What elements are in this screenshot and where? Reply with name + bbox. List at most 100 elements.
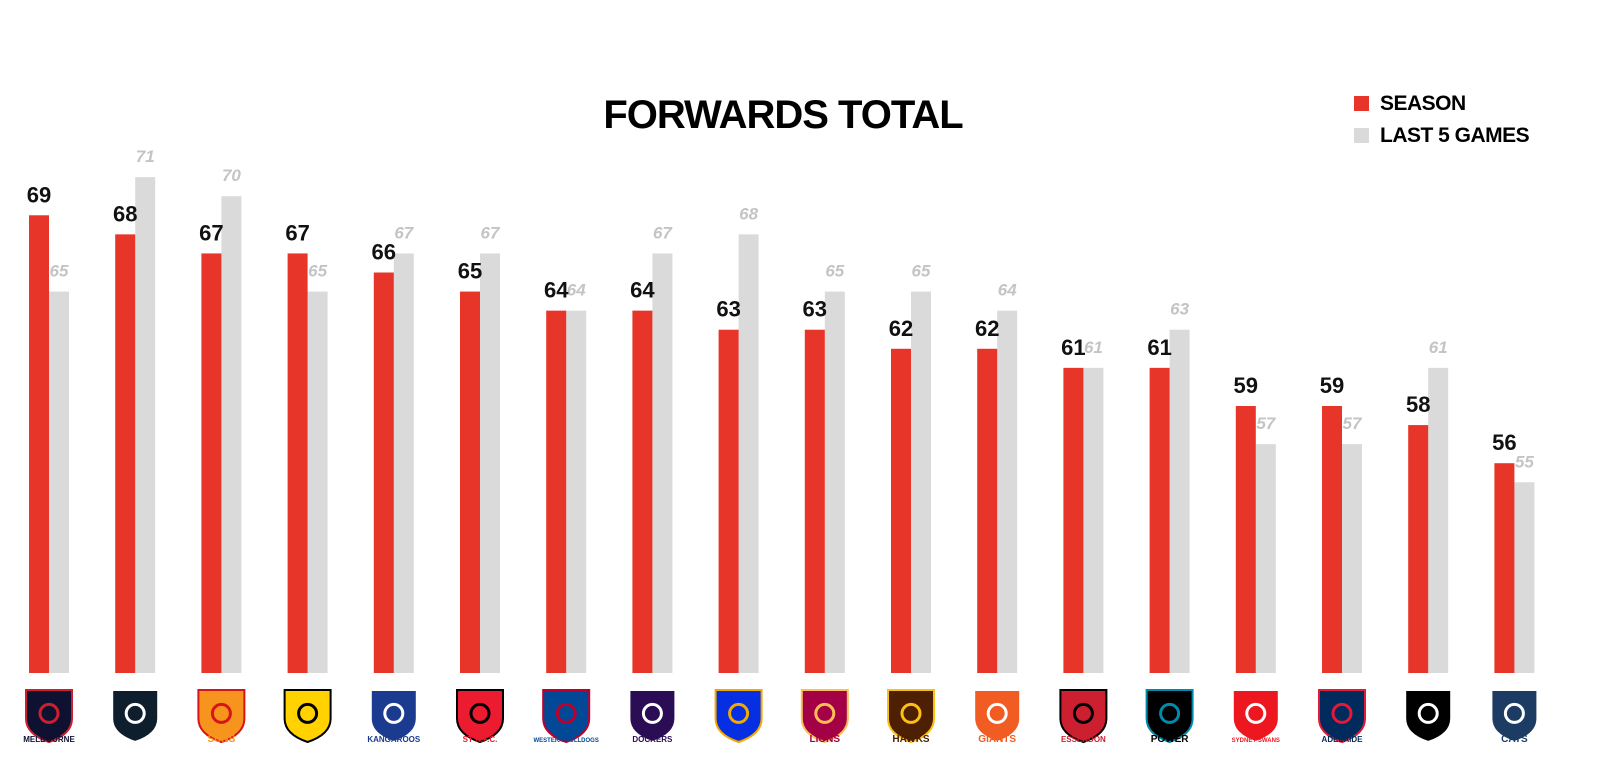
chart-title: FORWARDS TOTAL — [603, 93, 963, 137]
data-label-season: 67 — [285, 220, 309, 245]
richmond-logo-icon — [283, 689, 332, 744]
data-label-last5: 64 — [998, 281, 1017, 300]
logo-caption: ADELAIDE — [1322, 735, 1364, 744]
bar-last5 — [221, 196, 242, 673]
essendon-logo-icon — [1059, 689, 1108, 744]
bars-layer — [29, 177, 1535, 674]
bar-season — [1494, 463, 1515, 673]
data-label-last5: 65 — [50, 262, 69, 281]
brisbane-lions-logo-icon — [800, 689, 849, 744]
kangaroos-logo-icon — [369, 689, 418, 744]
bar-season — [29, 215, 49, 674]
data-label-season: 62 — [889, 316, 913, 341]
port-adelaide-logo-icon — [1145, 689, 1194, 744]
bar-last5 — [824, 291, 845, 673]
data-label-season: 58 — [1406, 392, 1430, 417]
bar-season — [115, 234, 136, 673]
data-label-last5: 63 — [1170, 300, 1189, 319]
legend-label-last5: LAST 5 GAMES — [1380, 124, 1530, 147]
bar-last5 — [1083, 367, 1104, 673]
data-label-season: 64 — [630, 278, 655, 303]
data-label-last5: 61 — [1084, 338, 1103, 357]
data-label-season: 59 — [1234, 373, 1258, 398]
western-bulldogs-logo-icon — [542, 689, 591, 744]
data-label-last5: 57 — [1256, 414, 1276, 433]
bar-season — [373, 272, 394, 673]
bar-last5 — [997, 310, 1018, 673]
data-label-season: 56 — [1492, 430, 1516, 455]
bar-last5 — [738, 234, 759, 673]
carlton-logo-icon — [111, 689, 160, 744]
melbourne-logo-icon — [25, 689, 73, 744]
sydney-swans-logo-icon — [1231, 689, 1280, 744]
bar-season — [977, 348, 998, 673]
bar-last5 — [307, 291, 328, 673]
bar-season — [1235, 406, 1256, 673]
gold-coast-logo-icon — [197, 689, 246, 744]
bar-last5 — [911, 291, 931, 673]
bar-last5 — [1428, 367, 1449, 673]
bar-last5 — [1169, 329, 1190, 673]
bar-last5 — [652, 253, 673, 673]
bar-season — [1149, 367, 1170, 673]
bar-season — [891, 348, 911, 673]
data-label-season: 61 — [1147, 335, 1171, 360]
bar-season — [201, 253, 222, 673]
adelaide-crows-logo-icon — [1318, 689, 1366, 744]
data-label-last5: 67 — [653, 223, 673, 242]
legend-label-season: SEASON — [1380, 92, 1466, 115]
data-label-last5: 65 — [912, 262, 931, 281]
bar-last5 — [480, 253, 500, 673]
fremantle-logo-icon — [628, 689, 677, 744]
data-label-season: 63 — [716, 297, 740, 322]
data-label-last5: 68 — [739, 204, 758, 223]
logo-caption: CATS — [1501, 734, 1528, 745]
bar-season — [1063, 367, 1084, 673]
data-label-season: 62 — [975, 316, 999, 341]
logo-caption: ESSENDON — [1061, 735, 1106, 744]
bar-last5 — [566, 310, 587, 673]
logo-caption: POWER — [1151, 734, 1190, 745]
bar-season — [460, 291, 480, 673]
st-kilda-logo-icon — [456, 689, 504, 744]
data-label-season: 63 — [803, 297, 827, 322]
gws-giants-logo-icon — [973, 689, 1022, 744]
data-label-last5: 67 — [481, 223, 501, 242]
data-label-last5: 61 — [1429, 338, 1448, 357]
bar-season — [1408, 425, 1429, 673]
data-label-last5: 67 — [394, 223, 414, 242]
data-label-season: 69 — [27, 182, 51, 207]
data-label-last5: 70 — [222, 166, 241, 185]
hawthorn-logo-icon — [887, 689, 935, 744]
legend-swatch-season — [1354, 96, 1369, 111]
bar-season — [804, 329, 825, 673]
logo-caption: HAWKS — [892, 734, 930, 745]
data-label-season: 65 — [458, 259, 482, 284]
logo-caption: KANGAROOS — [367, 735, 421, 744]
logo-caption: MELBOURNE — [23, 735, 75, 744]
data-label-season: 68 — [113, 201, 137, 226]
logo-caption: SUNS — [208, 734, 236, 745]
logo-caption: WESTERN BULLDOGS — [534, 738, 599, 744]
data-label-season: 66 — [372, 240, 396, 265]
bar-season — [1322, 406, 1342, 673]
legend-swatch-last5 — [1354, 128, 1369, 143]
bar-season — [546, 310, 567, 673]
data-label-season: 67 — [199, 220, 223, 245]
team-logos-row: MELBOURNE SUNS KANGAROOS ST K.F.C. WESTERN B… — [23, 689, 1539, 745]
collingwood-logo-icon — [1404, 689, 1453, 744]
data-label-last5: 65 — [825, 262, 844, 281]
bar-season — [632, 310, 653, 673]
data-label-season: 59 — [1320, 373, 1344, 398]
bar-last5 — [393, 253, 414, 673]
data-label-last5: 65 — [308, 262, 327, 281]
bar-last5 — [49, 291, 69, 673]
data-label-last5: 55 — [1515, 452, 1534, 471]
logo-caption: GIANTS — [978, 734, 1016, 745]
logo-caption: LIONS — [810, 734, 841, 745]
logo-caption: SYDNEY SWANS — [1232, 738, 1280, 744]
bar-season — [718, 329, 739, 673]
data-label-season: 61 — [1061, 335, 1085, 360]
